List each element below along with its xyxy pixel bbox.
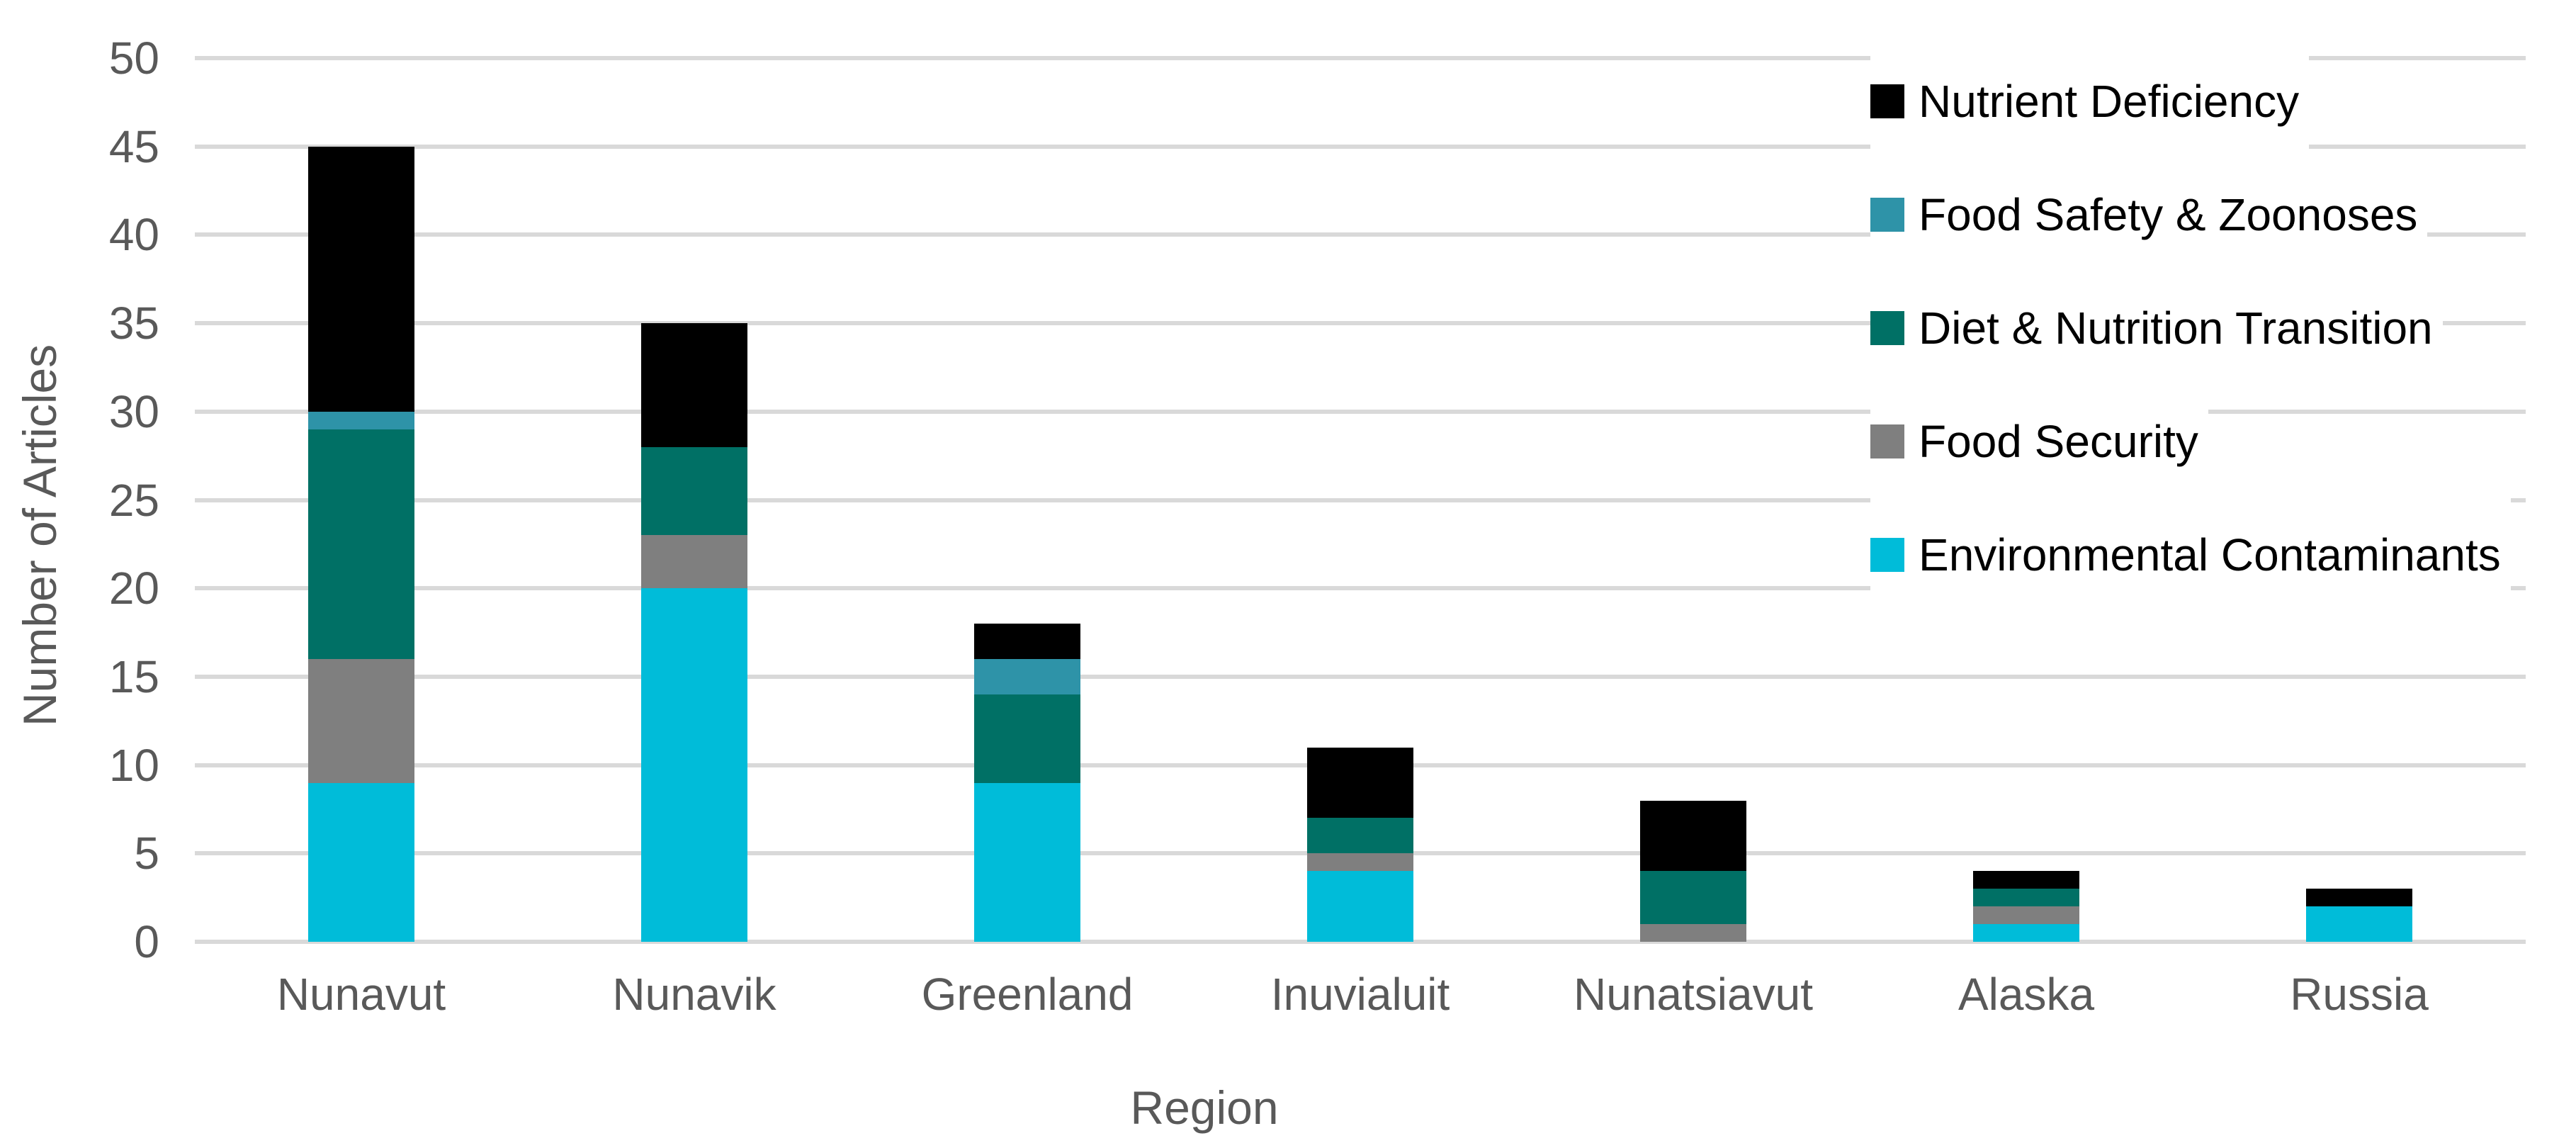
legend-swatch (1870, 424, 1904, 458)
x-category-label: Russia (2290, 969, 2429, 1020)
x-category-label: Nunatsiavut (1574, 969, 1813, 1020)
gridline (195, 497, 2526, 502)
gridline (195, 409, 2526, 414)
legend-swatch (1870, 538, 1904, 572)
legend-label: Diet & Nutrition Transition (1919, 303, 2433, 354)
gridline (195, 56, 2526, 60)
y-tick-label: 0 (134, 916, 159, 967)
bar-segment (1307, 871, 1413, 942)
legend-item: Food Safety & Zoonoses (1870, 158, 2428, 271)
bar-segment (1307, 818, 1413, 854)
gridline (195, 674, 2526, 679)
bar-segment (641, 323, 747, 447)
y-tick-label: 50 (108, 33, 159, 84)
bar-segment (974, 694, 1080, 783)
x-category-label: Inuvialuit (1270, 969, 1450, 1020)
y-tick-label: 10 (108, 739, 159, 791)
y-tick-label: 35 (108, 298, 159, 349)
y-tick-label: 40 (108, 209, 159, 261)
y-tick-label: 25 (108, 474, 159, 526)
legend-item: Diet & Nutrition Transition (1870, 271, 2443, 385)
y-tick-label: 20 (108, 563, 159, 614)
bar-segment (1640, 800, 1746, 872)
legend-item: Environmental Contaminants (1870, 498, 2511, 612)
bar-segment (641, 588, 747, 942)
plot-area (195, 56, 2526, 944)
legend-label: Environmental Contaminants (1919, 529, 2501, 580)
bar-segment (2306, 889, 2412, 907)
legend-label: Food Security (1919, 416, 2198, 467)
bar-segment (308, 411, 414, 429)
legend-swatch (1870, 84, 1904, 118)
bar-segment (1973, 906, 2079, 925)
legend-label: Nutrient Deficiency (1919, 76, 2300, 127)
y-tick-label: 5 (134, 828, 159, 879)
x-category-label: Alaska (1958, 969, 2095, 1020)
legend-item: Food Security (1870, 385, 2208, 498)
gridline (195, 321, 2526, 326)
legend-item: Nutrient Deficiency (1870, 45, 2310, 158)
legend-label: Food Safety & Zoonoses (1919, 189, 2418, 240)
x-axis-title: Region (1130, 1081, 1279, 1134)
bar-segment (974, 658, 1080, 694)
y-tick-label: 45 (108, 120, 159, 172)
bar-segment (1640, 871, 1746, 925)
legend: Nutrient Deficiency Food Safety & Zoonose… (1870, 45, 2511, 612)
bar-segment (308, 658, 414, 783)
bar-segment (1973, 889, 2079, 907)
bar-segment (1307, 853, 1413, 872)
bar-segment (308, 429, 414, 659)
legend-swatch (1870, 198, 1904, 232)
bar-segment (974, 782, 1080, 942)
x-category-label: Nunavut (276, 969, 446, 1020)
legend-swatch (1870, 311, 1904, 345)
bar-segment (974, 624, 1080, 659)
bar-segment (1973, 871, 2079, 889)
y-tick-label: 15 (108, 651, 159, 702)
bar-segment (641, 446, 747, 536)
x-category-label: Nunavik (612, 969, 776, 1020)
bar-segment (1307, 747, 1413, 818)
y-axis-title: Number of Articles (13, 344, 66, 726)
bar-segment (1973, 924, 2079, 942)
bar-segment (641, 535, 747, 589)
y-tick-label: 30 (108, 386, 159, 437)
bar-segment (308, 782, 414, 942)
x-axis-line (195, 940, 2526, 944)
bar-segment (1640, 924, 1746, 942)
gridline (195, 144, 2526, 149)
x-category-label: Greenland (921, 969, 1134, 1020)
bar-segment (308, 146, 414, 412)
gridline (195, 232, 2526, 237)
bar-segment (2306, 906, 2412, 942)
gridline (195, 586, 2526, 591)
